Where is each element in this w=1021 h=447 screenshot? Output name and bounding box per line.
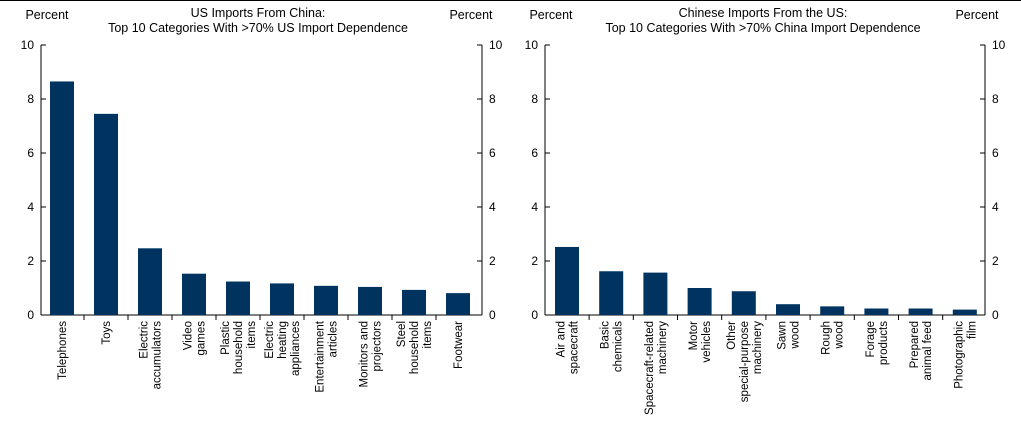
bar	[731, 291, 756, 315]
x-category-label: Entertainment	[315, 320, 327, 392]
y-tick-label-left: 0	[531, 308, 538, 322]
x-category-label: Other	[726, 321, 738, 350]
y-axis-unit-right: Percent	[449, 8, 493, 22]
y-tick-label-right: 4	[489, 200, 496, 214]
bar	[599, 271, 624, 315]
bar	[864, 308, 889, 315]
y-tick-label-left: 2	[531, 254, 538, 268]
bar	[446, 293, 470, 315]
bar	[908, 308, 933, 315]
x-category-label: animal feed	[922, 321, 934, 380]
x-category-label: Plastic	[220, 321, 232, 355]
x-category-label: Forage	[865, 321, 877, 357]
x-category-label: Monitors and	[359, 321, 371, 387]
y-tick-label-left: 10	[525, 38, 539, 52]
x-category-label: Telephones	[57, 321, 69, 380]
x-category-label: Video	[183, 321, 195, 350]
panel-us-imports-from-china: US Imports From China:Top 10 Categories …	[21, 6, 503, 393]
bar	[776, 304, 800, 315]
x-category-label: machinery	[752, 321, 764, 374]
x-category-label: appliances	[290, 321, 302, 376]
y-tick-label-right: 10	[489, 38, 503, 52]
bar	[643, 272, 668, 315]
x-category-label: accumulators	[152, 321, 164, 390]
y-tick-label-left: 8	[531, 92, 538, 106]
x-category-label: wood	[834, 321, 846, 350]
y-tick-label-left: 10	[21, 38, 35, 52]
chart-title-line: Top 10 Categories With >70% US Import De…	[108, 21, 408, 35]
bar	[314, 285, 338, 315]
y-tick-label-left: 4	[27, 200, 34, 214]
y-tick-label-left: 6	[531, 146, 538, 160]
y-tick-label-right: 2	[992, 254, 999, 268]
y-tick-label-right: 2	[489, 254, 496, 268]
y-tick-label-left: 2	[27, 254, 34, 268]
x-category-label: Air and	[556, 321, 568, 357]
x-category-label: Motor	[688, 321, 700, 351]
x-category-label: Photographic	[953, 321, 965, 389]
x-category-label: projectors	[372, 321, 384, 372]
panel-chinese-imports-from-us: Chinese Imports From the US:Top 10 Categ…	[525, 6, 1006, 415]
bar	[138, 248, 162, 315]
x-category-label: games	[196, 321, 208, 356]
x-category-label: machinery	[657, 321, 669, 374]
x-category-label: heating	[277, 321, 289, 359]
bar	[182, 273, 206, 315]
y-tick-label-right: 8	[992, 92, 999, 106]
y-tick-label-right: 6	[489, 146, 496, 160]
bar	[952, 309, 977, 315]
x-category-label: wood	[790, 321, 802, 350]
x-category-label: items	[422, 321, 434, 349]
x-category-label: Sawn	[777, 321, 789, 350]
y-tick-label-left: 0	[27, 308, 34, 322]
x-category-label: vehicles	[701, 321, 713, 363]
x-category-label: products	[878, 321, 890, 365]
bar	[358, 286, 382, 315]
x-category-label: articles	[328, 321, 340, 358]
x-category-label: Electric	[264, 321, 276, 359]
x-category-label: Footwear	[453, 321, 465, 369]
y-tick-label-left: 6	[27, 146, 34, 160]
chart-title-line: US Imports From China:	[191, 6, 326, 20]
y-tick-label-right: 6	[992, 146, 999, 160]
bar	[555, 246, 579, 315]
x-category-label: Toys	[101, 321, 113, 345]
y-tick-label-right: 0	[489, 308, 496, 322]
bar	[94, 113, 118, 315]
x-category-label: household	[409, 321, 421, 374]
x-category-label: film	[966, 321, 978, 339]
y-tick-label-right: 0	[992, 308, 999, 322]
y-tick-label-right: 4	[992, 200, 999, 214]
x-category-label: special-purpose	[739, 321, 751, 402]
chart-title-line: Chinese Imports From the US:	[679, 6, 848, 20]
x-category-label: items	[246, 321, 258, 349]
y-tick-label-right: 8	[489, 92, 496, 106]
chart-title-line: Top 10 Categories With >70% China Import…	[605, 21, 920, 35]
y-tick-label-right: 10	[992, 38, 1006, 52]
bar	[50, 81, 74, 315]
x-category-label: spacecraft	[569, 320, 581, 374]
bar	[226, 281, 250, 315]
y-axis-unit-right: Percent	[955, 8, 999, 22]
x-category-label: Prepared	[909, 321, 921, 368]
bar	[402, 289, 426, 315]
x-category-label: household	[233, 321, 245, 374]
x-category-label: chemicals	[613, 321, 625, 372]
bar	[270, 283, 294, 315]
x-category-label: Steel	[396, 321, 408, 347]
x-category-label: Rough	[821, 321, 833, 355]
y-axis-unit-left: Percent	[25, 8, 69, 22]
bar	[820, 306, 845, 315]
x-category-label: Spacecraft-related	[644, 321, 656, 415]
bar	[687, 288, 712, 315]
x-category-label: Basic	[600, 321, 612, 349]
x-category-label: Electric	[139, 321, 151, 359]
y-tick-label-left: 8	[27, 92, 34, 106]
y-axis-unit-left: Percent	[529, 8, 573, 22]
y-tick-label-left: 4	[531, 200, 538, 214]
top-rule	[0, 0, 1021, 1]
